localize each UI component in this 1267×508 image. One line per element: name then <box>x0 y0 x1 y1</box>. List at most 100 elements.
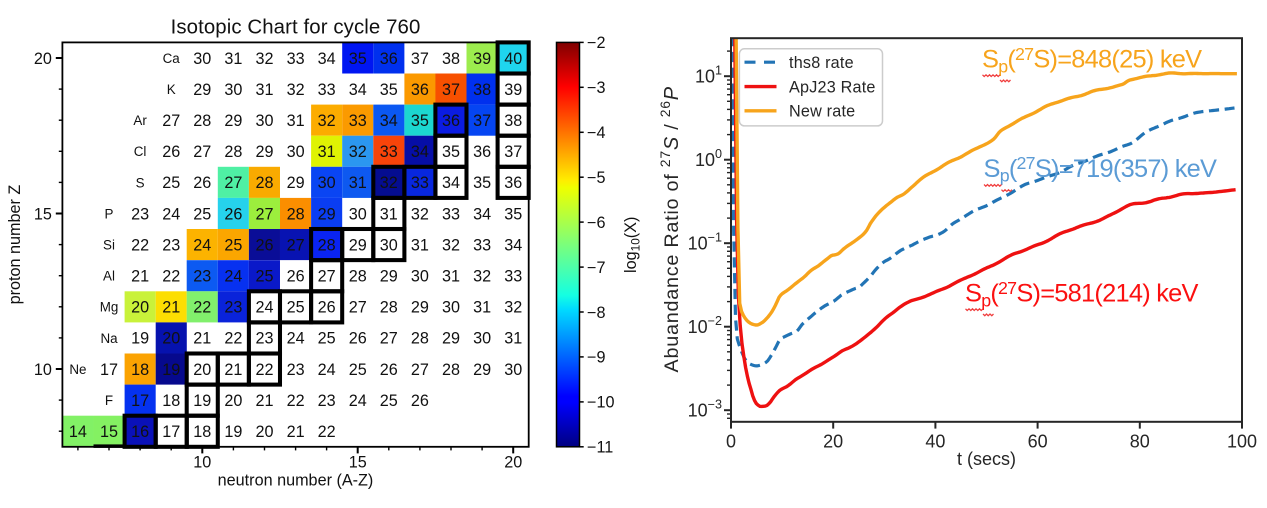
svg-text:29: 29 <box>473 361 491 379</box>
svg-text:31: 31 <box>380 205 398 223</box>
svg-text:Ne: Ne <box>69 362 86 377</box>
svg-text:19: 19 <box>193 392 211 410</box>
svg-text:29: 29 <box>287 174 305 192</box>
svg-text:20: 20 <box>823 431 843 451</box>
svg-text:25: 25 <box>193 205 211 223</box>
svg-text:35: 35 <box>442 143 460 161</box>
svg-text:27: 27 <box>411 361 429 379</box>
svg-text:33: 33 <box>411 174 429 192</box>
svg-text:27: 27 <box>255 205 273 223</box>
svg-text:10: 10 <box>193 453 211 471</box>
svg-text:25: 25 <box>287 299 305 317</box>
svg-text:S: S <box>136 175 145 190</box>
svg-text:−10: −10 <box>587 394 614 412</box>
svg-text:35: 35 <box>411 112 429 130</box>
svg-text:34: 34 <box>411 143 429 161</box>
svg-text:80: 80 <box>1130 431 1150 451</box>
svg-text:−3: −3 <box>587 79 605 97</box>
svg-text:33: 33 <box>349 112 367 130</box>
svg-text:10: 10 <box>34 361 52 379</box>
svg-text:28: 28 <box>442 361 460 379</box>
svg-text:32: 32 <box>287 81 305 99</box>
svg-text:25: 25 <box>255 268 273 286</box>
svg-text:33: 33 <box>380 143 398 161</box>
svg-text:New rate: New rate <box>789 103 855 121</box>
svg-text:−7: −7 <box>587 259 605 277</box>
svg-text:38: 38 <box>442 50 460 68</box>
svg-text:21: 21 <box>224 361 242 379</box>
svg-text:14: 14 <box>69 423 87 441</box>
svg-text:17: 17 <box>162 423 180 441</box>
svg-text:24: 24 <box>162 205 180 223</box>
svg-text:31: 31 <box>504 330 522 348</box>
svg-text:27: 27 <box>318 268 336 286</box>
svg-text:34: 34 <box>380 112 398 130</box>
svg-text:32: 32 <box>380 174 398 192</box>
svg-text:28: 28 <box>287 205 305 223</box>
svg-text:24: 24 <box>287 330 305 348</box>
svg-text:Sp(27S)=719(357) keV: Sp(27S)=719(357) keV <box>984 153 1218 185</box>
svg-text:F: F <box>105 393 113 408</box>
svg-text:37: 37 <box>473 112 491 130</box>
svg-text:28: 28 <box>411 330 429 348</box>
svg-text:35: 35 <box>504 205 522 223</box>
svg-text:Na: Na <box>100 331 118 346</box>
svg-text:22: 22 <box>162 268 180 286</box>
svg-text:−9: −9 <box>587 349 605 367</box>
svg-text:22: 22 <box>255 361 273 379</box>
svg-text:34: 34 <box>473 205 491 223</box>
svg-text:27: 27 <box>287 236 305 254</box>
svg-text:24: 24 <box>318 361 336 379</box>
svg-text:25: 25 <box>380 392 398 410</box>
svg-text:15: 15 <box>34 205 52 223</box>
svg-text:log10(X): log10(X) <box>622 217 642 273</box>
svg-text:30: 30 <box>411 268 429 286</box>
svg-text:36: 36 <box>380 50 398 68</box>
svg-text:27: 27 <box>380 330 398 348</box>
svg-text:0: 0 <box>726 431 736 451</box>
svg-text:Isotopic Chart for cycle 760: Isotopic Chart for cycle 760 <box>171 17 421 39</box>
svg-text:27: 27 <box>224 174 242 192</box>
svg-text:t (secs): t (secs) <box>957 449 1016 469</box>
svg-text:26: 26 <box>162 143 180 161</box>
svg-text:32: 32 <box>473 268 491 286</box>
svg-text:19: 19 <box>224 423 242 441</box>
svg-text:17: 17 <box>131 392 149 410</box>
svg-text:33: 33 <box>473 236 491 254</box>
svg-text:neutron number (A-Z): neutron number (A-Z) <box>218 472 374 490</box>
svg-text:30: 30 <box>318 174 336 192</box>
svg-text:32: 32 <box>318 112 336 130</box>
svg-text:26: 26 <box>193 174 211 192</box>
svg-text:60: 60 <box>1028 431 1048 451</box>
svg-text:35: 35 <box>380 81 398 99</box>
svg-text:17: 17 <box>100 361 118 379</box>
svg-text:Ar: Ar <box>133 113 147 128</box>
svg-text:22: 22 <box>224 330 242 348</box>
svg-text:31: 31 <box>255 81 273 99</box>
svg-text:23: 23 <box>131 205 149 223</box>
svg-text:38: 38 <box>473 81 491 99</box>
svg-text:32: 32 <box>442 236 460 254</box>
svg-text:40: 40 <box>925 431 945 451</box>
svg-text:proton number Z: proton number Z <box>6 185 24 305</box>
svg-text:26: 26 <box>224 205 242 223</box>
svg-text:31: 31 <box>411 236 429 254</box>
svg-text:20: 20 <box>255 423 273 441</box>
svg-text:Cl: Cl <box>134 144 147 159</box>
svg-text:−6: −6 <box>587 214 605 232</box>
svg-text:29: 29 <box>380 268 398 286</box>
svg-text:29: 29 <box>224 112 242 130</box>
svg-text:23: 23 <box>255 330 273 348</box>
svg-text:31: 31 <box>224 50 242 68</box>
svg-text:28: 28 <box>349 268 367 286</box>
svg-text:31: 31 <box>473 299 491 317</box>
svg-text:39: 39 <box>473 50 491 68</box>
svg-text:29: 29 <box>442 330 460 348</box>
svg-text:22: 22 <box>287 392 305 410</box>
svg-text:30: 30 <box>442 299 460 317</box>
svg-text:18: 18 <box>131 361 149 379</box>
svg-text:21: 21 <box>131 268 149 286</box>
svg-text:21: 21 <box>162 299 180 317</box>
svg-text:21: 21 <box>193 330 211 348</box>
svg-text:28: 28 <box>255 174 273 192</box>
